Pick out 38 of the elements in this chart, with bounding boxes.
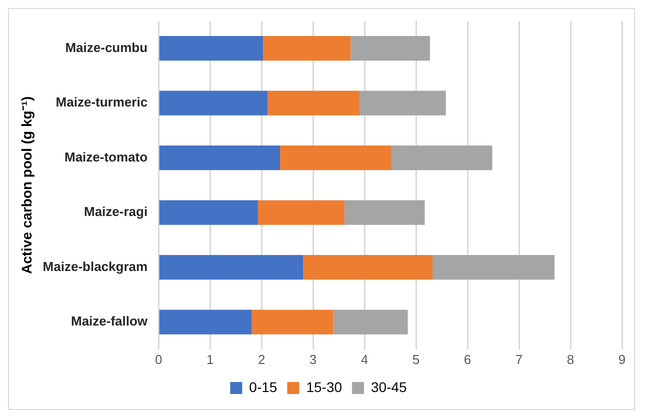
bar [333,310,408,334]
bar [263,36,351,61]
x-tick-label: 1 [206,352,214,367]
y-tick-label: Maize-ragi [84,204,148,220]
bar [268,90,360,116]
x-tick-label: 3 [309,352,317,367]
x-tick-label: 7 [515,352,523,367]
x-tick-label: 6 [464,352,472,367]
y-tick-label: Maize-fallow [70,314,148,329]
bar [159,254,304,280]
bar [159,146,280,170]
bar [252,310,334,334]
bar [350,36,430,61]
bar [392,146,492,170]
x-tick-label: 0 [154,352,162,367]
x-tick-label: 8 [566,352,574,367]
legend-label: 0-15 [249,378,278,395]
bar [344,200,425,225]
y-tick-label: Maize-turmeric [56,94,148,110]
bar [303,254,433,280]
bar [159,36,264,61]
bar [280,146,392,170]
x-tick-label: 2 [258,352,266,367]
y-axis-title: Active carbon pool (g kg⁻¹) [18,96,34,274]
bar [360,90,446,116]
bar [159,90,268,116]
y-tick-label: Maize-cumbu [65,40,148,55]
legend-label: 30-45 [371,378,408,395]
bar [258,200,344,225]
x-tick-label: 5 [412,352,420,367]
bar [432,254,555,280]
y-tick-label: Maize-tomato [64,149,148,164]
bar [159,200,258,225]
legend-label: 15-30 [306,378,342,395]
bar [159,310,252,334]
x-tick-label: 9 [618,352,626,367]
x-tick-label: 4 [360,352,368,367]
y-tick-label: Maize-blackgram [42,258,148,274]
